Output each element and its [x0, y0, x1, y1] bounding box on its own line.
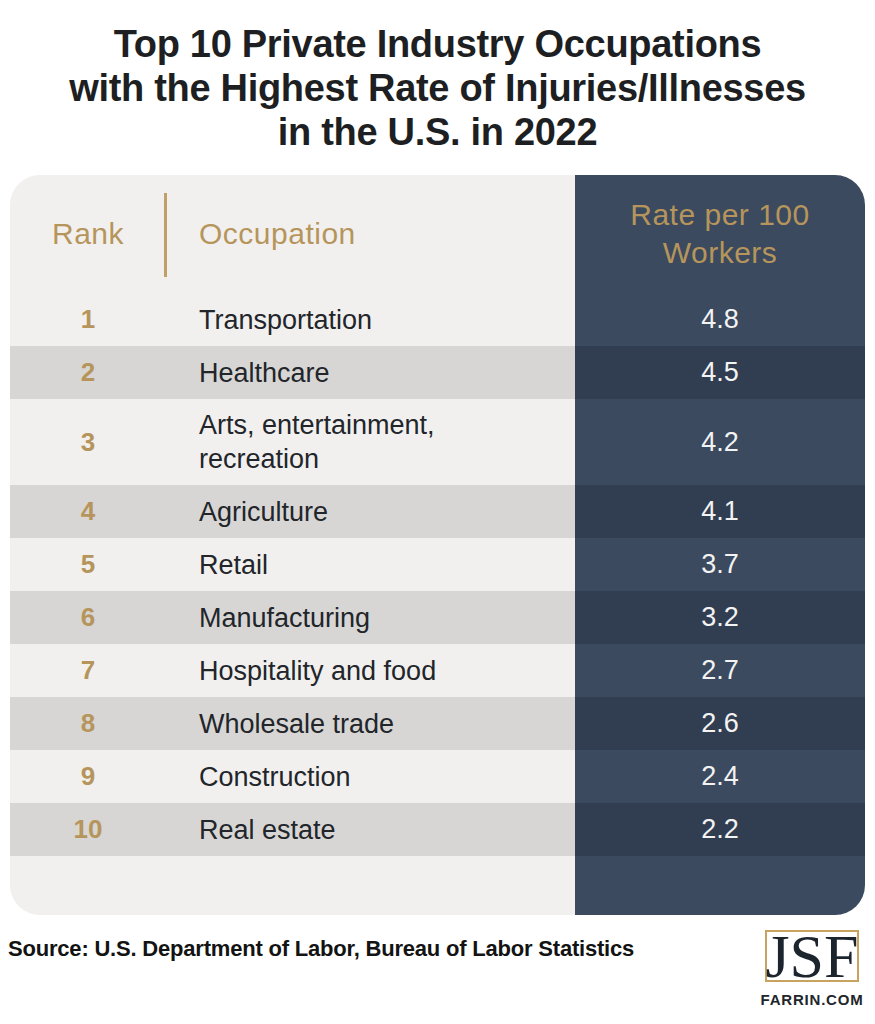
source-text: Source: U.S. Department of Labor, Bureau…: [8, 936, 634, 962]
table-row: 9 Construction 2.4: [10, 750, 865, 803]
rank-cell: 4: [10, 496, 166, 527]
table-row: 5 Retail 3.7: [10, 538, 865, 591]
rate-cell: 3.2: [575, 591, 865, 644]
row-left: 9 Construction: [10, 750, 575, 803]
table-row: 4 Agriculture 4.1: [10, 485, 865, 538]
rate-cell: 3.7: [575, 538, 865, 591]
rate-cell: 2.6: [575, 697, 865, 750]
logo-monogram: JSF: [765, 925, 858, 987]
row-left: 5 Retail: [10, 538, 575, 591]
rank-cell: 9: [10, 761, 166, 792]
column-header-rank: Rank: [10, 217, 166, 251]
row-left: 1 Transportation: [10, 293, 575, 346]
rate-cell: 2.7: [575, 644, 865, 697]
row-left: 3 Arts, entertainment, recreation: [10, 399, 575, 485]
rate-cell: 4.5: [575, 346, 865, 399]
table-row: 2 Healthcare 4.5: [10, 346, 865, 399]
table-bottom-strip: [10, 856, 865, 915]
occupation-cell: Wholesale trade: [166, 698, 414, 750]
title-line-3: in the U.S. in 2022: [0, 110, 875, 154]
header-divider: [164, 193, 167, 277]
occupation-cell: Construction: [166, 751, 371, 803]
occupation-cell: Arts, entertainment, recreation: [166, 399, 531, 485]
rank-cell: 3: [10, 427, 166, 458]
footer: Source: U.S. Department of Labor, Bureau…: [8, 922, 868, 1008]
logo-frame: JSF: [765, 930, 859, 982]
row-left: 4 Agriculture: [10, 485, 575, 538]
row-left: 2 Healthcare: [10, 346, 575, 399]
row-left: 10 Real estate: [10, 803, 575, 856]
bottom-strip-left: [10, 856, 575, 915]
occupation-cell: Real estate: [166, 804, 356, 856]
table-header-row: Rank Occupation Rate per 100 Workers: [10, 175, 865, 293]
occupation-cell: Manufacturing: [166, 592, 390, 644]
rank-cell: 5: [10, 549, 166, 580]
rate-cell: 4.2: [575, 399, 865, 485]
table-row: 10 Real estate 2.2: [10, 803, 865, 856]
rate-cell: 2.4: [575, 750, 865, 803]
rankings-table: Rank Occupation Rate per 100 Workers 1 T…: [10, 175, 865, 915]
rank-cell: 2: [10, 357, 166, 388]
table-row: 1 Transportation 4.8: [10, 293, 865, 346]
row-left: 6 Manufacturing: [10, 591, 575, 644]
infographic-page: Top 10 Private Industry Occupations with…: [0, 0, 875, 1024]
table-row: 8 Wholesale trade 2.6: [10, 697, 865, 750]
rate-cell: 4.1: [575, 485, 865, 538]
occupation-cell: Agriculture: [166, 486, 348, 538]
jsf-farrin-logo: JSF FARRIN.COM: [756, 922, 868, 1008]
rank-cell: 8: [10, 708, 166, 739]
rate-cell: 4.8: [575, 293, 865, 346]
table-row: 7 Hospitality and food 2.7: [10, 644, 865, 697]
occupation-cell: Transportation: [166, 294, 392, 346]
title-line-1: Top 10 Private Industry Occupations: [0, 22, 875, 66]
row-left: 8 Wholesale trade: [10, 697, 575, 750]
rank-cell: 10: [10, 814, 166, 845]
occupation-cell: Hospitality and food: [166, 645, 456, 697]
rank-cell: 7: [10, 655, 166, 686]
title-line-2: with the Highest Rate of Injuries/Illnes…: [0, 66, 875, 110]
page-title: Top 10 Private Industry Occupations with…: [0, 0, 875, 154]
table-row: 3 Arts, entertainment, recreation 4.2: [10, 399, 865, 485]
rate-cell: 2.2: [575, 803, 865, 856]
bottom-strip-right: [575, 856, 865, 915]
rank-cell: 1: [10, 304, 166, 335]
row-left: 7 Hospitality and food: [10, 644, 575, 697]
column-header-rate: Rate per 100 Workers: [575, 175, 865, 293]
table-body: 1 Transportation 4.8 2 Healthcare 4.5 3 …: [10, 293, 865, 856]
occupation-cell: Healthcare: [166, 347, 350, 399]
logo-domain-text: FARRIN.COM: [756, 991, 868, 1008]
rank-cell: 6: [10, 602, 166, 633]
column-header-occupation: Occupation: [166, 217, 356, 251]
table-header-left: Rank Occupation: [10, 175, 575, 293]
occupation-cell: Retail: [166, 539, 288, 591]
table-row: 6 Manufacturing 3.2: [10, 591, 865, 644]
